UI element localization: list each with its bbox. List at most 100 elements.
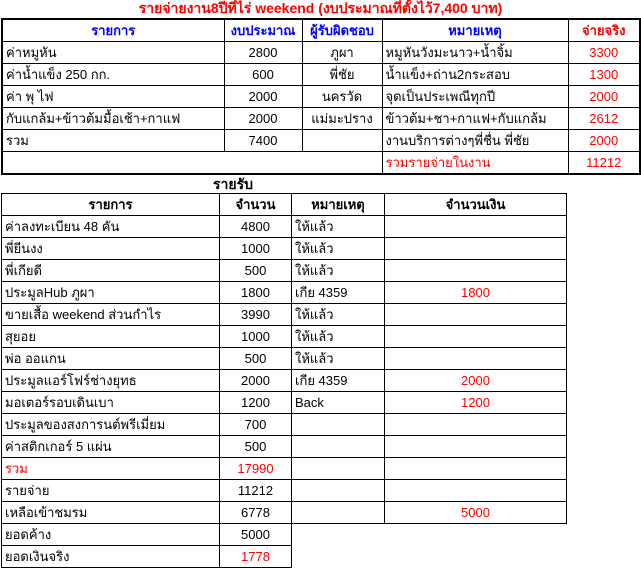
cell-note: น้ำแข็ง+ถ่าน2กระสอบ	[381, 63, 569, 86]
cell-note	[291, 479, 385, 502]
cell-qty: 4800	[219, 215, 292, 238]
table-row-footer: ยอดเงินจริง 1778	[1, 545, 567, 568]
income-table-title: รายรับ	[213, 176, 253, 192]
cell-budget: 600	[223, 63, 303, 86]
cell-item: รวม	[1, 457, 220, 480]
cell-qty: 2000	[219, 369, 292, 392]
cell-note: เกีย 4359	[291, 369, 385, 392]
table-row: เหลือเข้าชมรม 6778 5000	[1, 501, 567, 524]
cell-item: กับแกล้ม+ข้าวต้มมื้อเช้า+กาแฟ	[1, 107, 225, 130]
table-row: รายจ่าย 11212	[1, 479, 567, 502]
income-table: รายการ จำนวน หมายเหตุ จำนวนเงิน ค่าลงทะเบีย…	[1, 193, 567, 568]
cell-amount: 5000	[384, 501, 567, 524]
income-header-row: รายการ จำนวน หมายเหตุ จำนวนเงิน	[1, 193, 567, 216]
income-column-header: จำนวน	[219, 193, 292, 216]
cell-amount: 1800	[384, 281, 567, 304]
cell-grand-total-label: รวมรายจ่ายในงาน	[381, 151, 569, 175]
expense-header-row: รายการ งบประมาณ ผู้รับผิดชอบ หมายเหตุ จ่ายจร…	[1, 18, 641, 42]
cell-item: ขายเสื้อ weekend ส่วนกำไร	[1, 303, 220, 326]
cell-empty-merged	[1, 151, 383, 175]
cell-owner: พี่ชัย	[301, 63, 383, 86]
cell-qty: 6778	[219, 501, 292, 524]
cell-note: ให้แล้ว	[291, 215, 385, 238]
cell-item: ประมูลของสงการนต์พรีเมี่ยม	[1, 413, 220, 436]
table-row: ค่า พุ ไฟ 2000 นครวัด จุดเป็นประเพณีทุกปี 20…	[1, 85, 641, 108]
expense-table-title: รายจ่ายงาน8ปีที่ไร่ weekend (งบประมาณที่…	[138, 0, 503, 16]
table-row: ขายเสื้อ weekend ส่วนกำไร 3990 ให้แล้ว	[1, 303, 567, 326]
cell-budget: 2000	[223, 85, 303, 108]
cell-qty: 1000	[219, 325, 292, 348]
cell-item: ยอดค้าง	[1, 523, 220, 546]
cell-amount	[384, 413, 567, 436]
cell-owner	[301, 129, 383, 152]
cell-owner: แม่มะปราง	[301, 107, 383, 130]
cell-amount	[384, 259, 567, 282]
cell-item: เหลือเข้าชมรม	[1, 501, 220, 524]
cell-note	[291, 435, 385, 458]
table-row: รวม 7400 งานบริการต่างๆพี่ชื่น พี่ชัย 2000	[1, 129, 641, 152]
cell-qty: 3990	[219, 303, 292, 326]
cell-item: พี่ยีนงง	[1, 237, 220, 260]
cell-actual: 2000	[567, 85, 641, 108]
cell-note: ข้าวต้ม+ชา+กาแฟ+กับแกล้ม	[381, 107, 569, 130]
expense-column-header: ผู้รับผิดชอบ	[301, 18, 383, 42]
cell-qty: 500	[219, 435, 292, 458]
cell-amount	[384, 457, 567, 480]
cell-note: เกีย 4359	[291, 281, 385, 304]
table-row: มอเตอร์รอบเดินเบา 1200 Back 1200	[1, 391, 567, 414]
cell-note: ให้แล้ว	[291, 325, 385, 348]
expense-column-header: หมายเหตุ	[381, 18, 569, 42]
table-row: พี่ยีนงง 1000 ให้แล้ว	[1, 237, 567, 260]
cell-note	[291, 457, 385, 480]
cell-budget: 2000	[223, 107, 303, 130]
cell-item: ค่าหมูหัน	[1, 41, 225, 64]
expense-column-header: จ่ายจริง	[567, 18, 641, 42]
cell-grand-total-value: 11212	[567, 151, 641, 175]
expense-column-header: งบประมาณ	[223, 18, 303, 42]
cell-amount	[384, 347, 567, 370]
cell-item: พ่อ ออแกน	[1, 347, 220, 370]
cell-item: พี่เกียดี	[1, 259, 220, 282]
table-row: ประมูลHub ภูผา 1800 เกีย 4359 1800	[1, 281, 567, 304]
table-row: ค่าน้ำแข็ง 250 กก. 600 พี่ชัย น้ำแข็ง+ถ่าน2…	[1, 63, 641, 86]
cell-actual: 3300	[567, 41, 641, 64]
cell-note	[291, 501, 385, 524]
cell-qty: 1778	[219, 545, 292, 568]
cell-item: ค่าสติกเกอร์ 5 แผ่น	[1, 435, 220, 458]
cell-note: ให้แล้ว	[291, 347, 385, 370]
cell-note: จุดเป็นประเพณีทุกปี	[381, 85, 569, 108]
cell-note: ให้แล้ว	[291, 237, 385, 260]
cell-amount	[384, 435, 567, 458]
table-row: รวม 17990	[1, 457, 567, 480]
cell-qty: 700	[219, 413, 292, 436]
expense-table: รายการ งบประมาณ ผู้รับผิดชอบ หมายเหตุ จ่ายจร…	[1, 18, 641, 175]
cell-item: ยอดเงินจริง	[1, 545, 220, 568]
cell-item: รวม	[1, 129, 225, 152]
cell-owner: ภูผา	[301, 41, 383, 64]
cell-qty: 1200	[219, 391, 292, 414]
cell-amount	[384, 237, 567, 260]
cell-amount	[384, 303, 567, 326]
cell-budget: 2800	[223, 41, 303, 64]
cell-budget: 7400	[223, 129, 303, 152]
cell-item: รายจ่าย	[1, 479, 220, 502]
cell-item: สุยอย	[1, 325, 220, 348]
table-row: กับแกล้ม+ข้าวต้มมื้อเช้า+กาแฟ 2000 แม่มะปร…	[1, 107, 641, 130]
cell-actual: 2612	[567, 107, 641, 130]
cell-actual: 2000	[567, 129, 641, 152]
cell-qty: 17990	[219, 457, 292, 480]
cell-item: ค่าน้ำแข็ง 250 กก.	[1, 63, 225, 86]
cell-qty: 1000	[219, 237, 292, 260]
cell-amount	[384, 479, 567, 502]
cell-qty: 5000	[219, 523, 292, 546]
cell-amount: 2000	[384, 369, 567, 392]
expense-column-header: รายการ	[1, 18, 225, 42]
cell-item: ค่าลงทะเบียน 48 คัน	[1, 215, 220, 238]
cell-note	[291, 413, 385, 436]
cell-note: งานบริการต่างๆพี่ชื่น พี่ชัย	[381, 129, 569, 152]
cell-qty: 11212	[219, 479, 292, 502]
table-row: ค่าหมูหัน 2800 ภูผา หมูหันวังมะนาว+น้ำจิ้ม 3…	[1, 41, 641, 64]
cell-owner: นครวัด	[301, 85, 383, 108]
income-column-header: หมายเหตุ	[291, 193, 385, 216]
cell-item: ค่า พุ ไฟ	[1, 85, 225, 108]
